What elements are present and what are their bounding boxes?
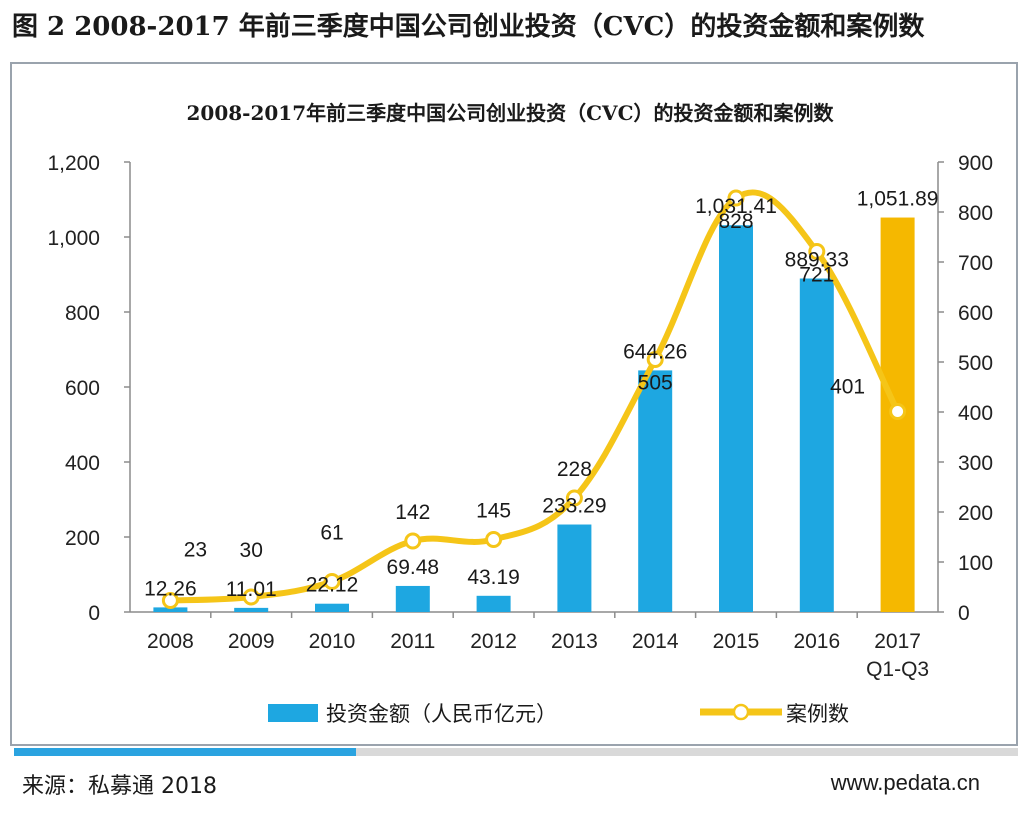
y-right-tick-label: 500 <box>958 352 993 375</box>
website-url: www.pedata.cn <box>830 770 980 795</box>
chart-legend: 投资金额（人民币亿元） 案例数 <box>268 702 849 726</box>
line-point <box>323 573 341 590</box>
x-tick-label: 2013 <box>551 630 598 653</box>
x-tick-label: 2014 <box>632 630 679 653</box>
line-point <box>565 489 583 507</box>
bar-series <box>153 217 915 612</box>
bar <box>234 607 269 612</box>
line-point <box>242 588 260 606</box>
line-value-label: 61 <box>320 522 343 545</box>
y-left-tick-label: 0 <box>88 602 100 625</box>
legend-line-label: 案例数 <box>786 702 849 726</box>
line-value-label: 142 <box>395 501 430 524</box>
line-value-label: 721 <box>799 264 834 287</box>
x-tick-label: 2016 <box>793 630 840 653</box>
chart-title: 2008-2017年前三季度中国公司创业投资（CVC）的投资金额和案例数 <box>187 101 835 125</box>
bar <box>799 278 834 612</box>
x-tick-label: 2009 <box>228 630 275 653</box>
y-left-tick-label: 600 <box>65 377 100 400</box>
line-value-label: 30 <box>240 539 263 562</box>
bar <box>395 585 430 612</box>
line-point <box>727 189 745 207</box>
line-point <box>161 592 179 609</box>
y-right-tick-label: 100 <box>958 552 993 575</box>
y-right-tick-label: 900 <box>958 152 993 175</box>
bar <box>153 607 188 612</box>
bar <box>719 225 753 612</box>
y-left-tick-label: 1,200 <box>47 152 100 175</box>
bar-value-label: 11.01 <box>226 578 277 601</box>
line-series <box>161 189 907 609</box>
line-value-label: 401 <box>830 376 865 399</box>
figure-title: 图 2 2008-2017 年前三季度中国公司创业投资（CVC）的投资金额和案例… <box>12 12 925 42</box>
line-value-label: 228 <box>557 458 592 481</box>
bar <box>557 524 592 612</box>
legend-bar-label: 投资金额（人民币亿元） <box>326 702 557 726</box>
line-point <box>889 403 907 420</box>
chart-frame <box>10 62 1018 746</box>
line-value-label: 145 <box>476 500 511 523</box>
bar-value-label: 889.33 <box>785 249 849 272</box>
x-tick-label: 2008 <box>147 630 194 653</box>
data-labels: 12.26 11.01 22.12 69.48 43.19 233.29 644.26 1,0… <box>144 188 938 601</box>
y-right-tick-label: 200 <box>958 502 993 525</box>
line-value-label: 505 <box>638 372 673 395</box>
y-right-tick-label: 0 <box>958 602 970 625</box>
y-right-tick-label: 300 <box>958 452 993 475</box>
legend-line-marker <box>732 703 750 721</box>
y-right-tick-label: 600 <box>958 302 993 325</box>
bar-value-label: 644.26 <box>623 340 687 363</box>
bar <box>638 370 673 612</box>
legend-bar-swatch <box>268 704 318 722</box>
line-point <box>646 351 664 368</box>
bar-value-label: 12.26 <box>144 577 197 600</box>
line-point <box>808 243 826 260</box>
bar-value-label: 69.48 <box>387 556 440 579</box>
line-point <box>404 532 422 550</box>
y-left-tick-label: 1,000 <box>47 227 100 250</box>
x-tick-label: 2011 <box>390 630 435 653</box>
bar-value-label: 1,031.41 <box>695 195 777 218</box>
x-tick-label: Q1-Q3 <box>866 658 929 681</box>
source-note: 来源：私募通 2018 <box>22 774 217 799</box>
line-value-label: 828 <box>718 210 753 233</box>
bar-value-label: 233.29 <box>542 495 606 518</box>
y-right-tick-label: 700 <box>958 252 993 275</box>
y-right-tick-label: 400 <box>958 402 993 425</box>
x-tick-label: 2012 <box>470 630 517 653</box>
x-tick-label: 2017 <box>874 630 921 653</box>
bar-value-label: 1,051.89 <box>857 188 939 211</box>
bar <box>476 595 511 612</box>
bar-value-label: 43.19 <box>467 566 520 589</box>
line-value-label: 23 <box>184 539 207 562</box>
y-right-tick-label: 800 <box>958 202 993 225</box>
bar-value-label: 22.12 <box>306 574 359 597</box>
x-tick-label: 2015 <box>713 630 760 653</box>
x-tick-label: 2010 <box>309 630 356 653</box>
y-left-tick-label: 400 <box>65 452 100 475</box>
y-left-tick-label: 800 <box>65 302 100 325</box>
footer-divider <box>14 748 1018 756</box>
y-left-tick-label: 200 <box>65 527 100 550</box>
bar <box>315 603 349 612</box>
footer-divider-accent <box>14 748 356 756</box>
chart-axes: 0 200 400 600 800 1,000 1,200 0 100 200 300 400 500 6… <box>47 152 993 681</box>
line-point <box>485 531 503 548</box>
